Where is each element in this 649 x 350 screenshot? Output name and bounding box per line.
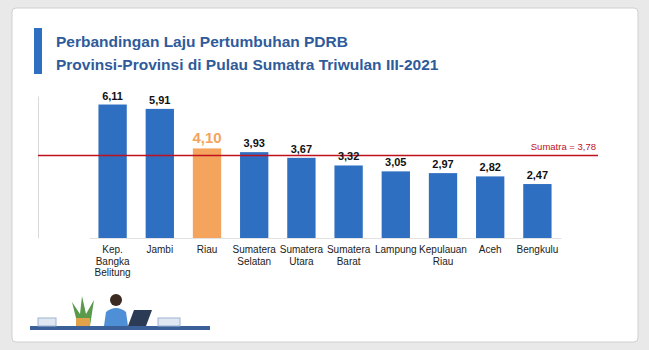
bar — [146, 109, 174, 238]
plant — [72, 296, 94, 326]
x-tick: Bengkulu — [517, 238, 559, 255]
x-tick: SumateraBarat — [327, 238, 371, 267]
bar — [193, 148, 221, 238]
x-tick-label-line: Riau — [433, 256, 454, 267]
x-tick-label-line: Barat — [337, 256, 361, 267]
data-label: 2,82 — [479, 161, 500, 173]
x-tick-label: KepulauanRiau — [419, 244, 467, 267]
subtitle: Provinsi-Provinsi di Pulau Sumatra Triwu… — [56, 56, 439, 73]
data-label: 3,32 — [338, 150, 359, 162]
bar — [287, 158, 315, 238]
reference-line — [38, 155, 598, 157]
slide-card — [12, 8, 638, 342]
x-tick-label-line: Jambi — [146, 244, 173, 255]
y-axis-line — [38, 97, 39, 239]
person-head — [110, 294, 122, 306]
bar — [382, 171, 410, 238]
data-label: 4,10 — [192, 129, 221, 146]
x-tick-label: SumateraBarat — [327, 244, 371, 267]
x-tick-label: Aceh — [479, 244, 502, 255]
x-tick-label-line: Sumatera — [280, 244, 324, 255]
data-label: 3,67 — [291, 143, 312, 155]
bar — [476, 176, 504, 238]
title: Perbandingan Laju Pertumbuhan PDRB — [56, 33, 348, 50]
illustration — [30, 294, 210, 330]
y-axis — [38, 97, 39, 239]
x-tick-label: Lampung — [375, 244, 417, 255]
plant-pot — [76, 318, 90, 326]
background — [0, 0, 649, 350]
x-tick-label-line: Lampung — [375, 244, 417, 255]
x-tick-label-line: Belitung — [95, 267, 131, 278]
x-tick-label-line: Kepulauan — [419, 244, 467, 255]
plot-area — [38, 105, 598, 238]
x-tick: Riau — [197, 238, 218, 255]
bar — [429, 173, 457, 238]
x-tick-label-line: Utara — [289, 256, 314, 267]
data-label: 2,47 — [527, 169, 548, 181]
x-tick-label-line: Riau — [197, 244, 218, 255]
x-tick-label-line: Selatan — [237, 256, 271, 267]
data-label: 5,91 — [149, 94, 170, 106]
bar — [334, 165, 362, 238]
x-tick-label-line: Aceh — [479, 244, 502, 255]
x-tick-label: Kep.BangkaBelitung — [95, 244, 131, 278]
x-tick-label: Riau — [197, 244, 218, 255]
laptop — [128, 310, 152, 326]
data-label: 3,05 — [385, 156, 406, 168]
x-tick-label: SumateraSelatan — [233, 244, 277, 267]
x-tick: Lampung — [375, 238, 417, 255]
x-tick: KepulauanRiau — [419, 238, 467, 267]
x-tick: Jambi — [146, 238, 173, 255]
bar — [98, 105, 126, 238]
person-body — [104, 308, 128, 326]
x-axis: Kep.BangkaBelitungJambiRiauSumateraSelat… — [90, 238, 562, 278]
x-tick-label: Bengkulu — [517, 244, 559, 255]
x-tick: Aceh — [479, 238, 502, 255]
x-tick-label-line: Bangka — [96, 256, 130, 267]
desk — [30, 326, 210, 330]
chart: Perbandingan Laju Pertumbuhan PDRB Provin… — [0, 0, 649, 350]
data-label: 2,97 — [432, 158, 453, 170]
bar — [240, 152, 268, 238]
reference-label: Sumatra = 3,78 — [531, 141, 596, 152]
x-tick-label-line: Sumatera — [233, 244, 277, 255]
data-label: 6,11 — [102, 90, 123, 102]
papers — [158, 318, 180, 326]
x-tick: SumateraSelatan — [233, 238, 277, 267]
x-tick-label: SumateraUtara — [280, 244, 324, 267]
x-tick-label-line: Kep. — [102, 244, 123, 255]
papers — [38, 318, 56, 326]
x-tick-label-line: Bengkulu — [517, 244, 559, 255]
data-label: 3,93 — [243, 137, 264, 149]
title-accent — [34, 28, 42, 74]
x-tick-label-line: Sumatera — [327, 244, 371, 255]
bar — [523, 184, 551, 238]
x-axis-line — [90, 238, 562, 239]
x-tick: SumateraUtara — [280, 238, 324, 267]
x-tick-label: Jambi — [146, 244, 173, 255]
x-tick: Kep.BangkaBelitung — [95, 238, 131, 278]
